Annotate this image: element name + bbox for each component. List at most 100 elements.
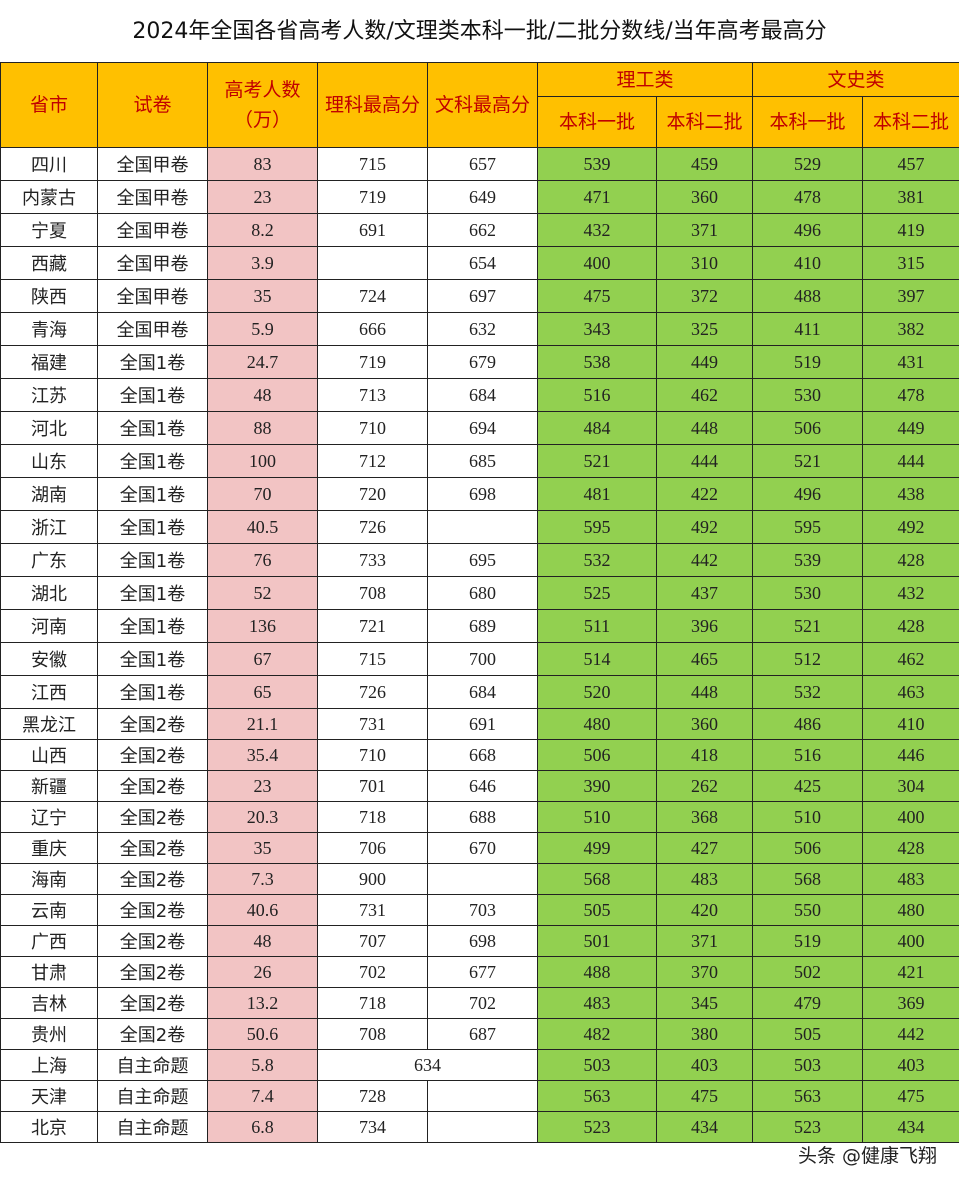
paper-cell: 全国2卷 (97, 770, 208, 802)
science-tier2-cell: 483 (655, 863, 754, 895)
province-cell: 福建 (0, 345, 98, 379)
population-cell: 35.4 (207, 739, 318, 771)
liberal-max-cell: 684 (427, 378, 538, 412)
population-cell: 35 (207, 279, 318, 313)
liberal-tier1-cell: 506 (752, 832, 864, 864)
liberal-tier1-cell: 512 (752, 642, 864, 676)
population-cell: 50.6 (207, 1018, 318, 1050)
header-paper: 试卷 (97, 62, 208, 148)
liberal-max-cell: 688 (427, 801, 538, 833)
province-cell: 辽宁 (0, 801, 98, 833)
liberal-tier2-cell: 382 (862, 312, 959, 346)
science-tier1-cell: 499 (537, 832, 657, 864)
liberal-tier2-cell: 432 (862, 576, 959, 610)
table-row: 山东 全国1卷 100 712 685 521 444 521 444 (0, 444, 959, 478)
population-cell: 7.3 (207, 863, 318, 895)
science-tier1-cell: 520 (537, 675, 657, 709)
header-liberal-tier1: 本科一批 (752, 96, 864, 148)
table-row: 天津 自主命题 7.4 728 563 475 563 475 (0, 1080, 959, 1112)
province-cell: 山西 (0, 739, 98, 771)
paper-cell: 全国甲卷 (97, 213, 208, 247)
science-max-cell: 710 (317, 739, 428, 771)
population-cell: 52 (207, 576, 318, 610)
liberal-tier2-cell: 400 (862, 801, 959, 833)
liberal-tier1-cell: 529 (752, 147, 864, 181)
science-tier2-cell: 371 (655, 213, 754, 247)
liberal-tier1-cell: 550 (752, 894, 864, 926)
science-tier1-cell: 471 (537, 180, 657, 214)
table-row: 广东 全国1卷 76 733 695 532 442 539 428 (0, 543, 959, 577)
liberal-tier1-cell: 510 (752, 801, 864, 833)
province-cell: 陕西 (0, 279, 98, 313)
science-max-cell: 719 (317, 180, 428, 214)
liberal-max-cell: 687 (427, 1018, 538, 1050)
science-tier1-cell: 595 (537, 510, 657, 544)
liberal-tier2-cell: 444 (862, 444, 959, 478)
liberal-tier1-cell: 595 (752, 510, 864, 544)
science-tier1-cell: 481 (537, 477, 657, 511)
liberal-max-cell: 698 (427, 477, 538, 511)
liberal-tier2-cell: 463 (862, 675, 959, 709)
table-row: 宁夏 全国甲卷 8.2 691 662 432 371 496 419 (0, 213, 959, 247)
liberal-tier2-cell: 428 (862, 543, 959, 577)
liberal-tier2-cell: 480 (862, 894, 959, 926)
paper-cell: 全国1卷 (97, 543, 208, 577)
province-cell: 吉林 (0, 987, 98, 1019)
science-max-cell: 713 (317, 378, 428, 412)
liberal-max-cell: 668 (427, 739, 538, 771)
paper-cell: 全国1卷 (97, 675, 208, 709)
table-row: 甘肃 全国2卷 26 702 677 488 370 502 421 (0, 956, 959, 988)
province-cell: 北京 (0, 1111, 98, 1143)
liberal-tier1-cell: 519 (752, 925, 864, 957)
table-row: 广西 全国2卷 48 707 698 501 371 519 400 (0, 925, 959, 957)
population-cell: 6.8 (207, 1111, 318, 1143)
science-tier2-cell: 360 (655, 708, 754, 740)
table-row: 重庆 全国2卷 35 706 670 499 427 506 428 (0, 832, 959, 864)
science-max-cell: 720 (317, 477, 428, 511)
science-tier2-cell: 448 (655, 675, 754, 709)
header-science-tier1: 本科一批 (537, 96, 657, 148)
liberal-tier2-cell: 475 (862, 1080, 959, 1112)
liberal-tier2-cell: 369 (862, 987, 959, 1019)
table-row: 黑龙江 全国2卷 21.1 731 691 480 360 486 410 (0, 708, 959, 740)
population-cell: 136 (207, 609, 318, 643)
science-tier1-cell: 523 (537, 1111, 657, 1143)
liberal-tier2-cell: 478 (862, 378, 959, 412)
liberal-tier1-cell: 568 (752, 863, 864, 895)
population-cell: 35 (207, 832, 318, 864)
max-score-merged-cell: 634 (317, 1049, 538, 1081)
science-max-cell: 712 (317, 444, 428, 478)
population-cell: 5.8 (207, 1049, 318, 1081)
science-tier2-cell: 310 (655, 246, 754, 280)
header-liberal-group: 文史类 (752, 62, 959, 97)
population-cell: 3.9 (207, 246, 318, 280)
science-tier1-cell: 539 (537, 147, 657, 181)
liberal-max-cell: 691 (427, 708, 538, 740)
science-tier1-cell: 514 (537, 642, 657, 676)
liberal-max-cell (427, 863, 538, 895)
population-cell: 26 (207, 956, 318, 988)
science-max-cell: 702 (317, 956, 428, 988)
science-max-cell: 900 (317, 863, 428, 895)
liberal-tier1-cell: 496 (752, 213, 864, 247)
province-cell: 天津 (0, 1080, 98, 1112)
province-cell: 青海 (0, 312, 98, 346)
science-tier1-cell: 563 (537, 1080, 657, 1112)
science-tier2-cell: 427 (655, 832, 754, 864)
header-liberal-max: 文科最高分 (427, 62, 538, 148)
liberal-tier1-cell: 503 (752, 1049, 864, 1081)
science-max-cell: 728 (317, 1080, 428, 1112)
score-table: 省市 试卷 高考人数（万） 理科最高分 文科最高分 理工类 文史类 本科一批 本… (0, 62, 959, 1143)
science-tier1-cell: 503 (537, 1049, 657, 1081)
population-cell: 7.4 (207, 1080, 318, 1112)
science-tier1-cell: 343 (537, 312, 657, 346)
science-max-cell: 718 (317, 801, 428, 833)
science-tier2-cell: 444 (655, 444, 754, 478)
science-max-cell: 731 (317, 894, 428, 926)
science-tier1-cell: 521 (537, 444, 657, 478)
liberal-tier2-cell: 419 (862, 213, 959, 247)
province-cell: 重庆 (0, 832, 98, 864)
liberal-tier2-cell: 446 (862, 739, 959, 771)
table-row: 陕西 全国甲卷 35 724 697 475 372 488 397 (0, 279, 959, 313)
liberal-tier1-cell: 488 (752, 279, 864, 313)
